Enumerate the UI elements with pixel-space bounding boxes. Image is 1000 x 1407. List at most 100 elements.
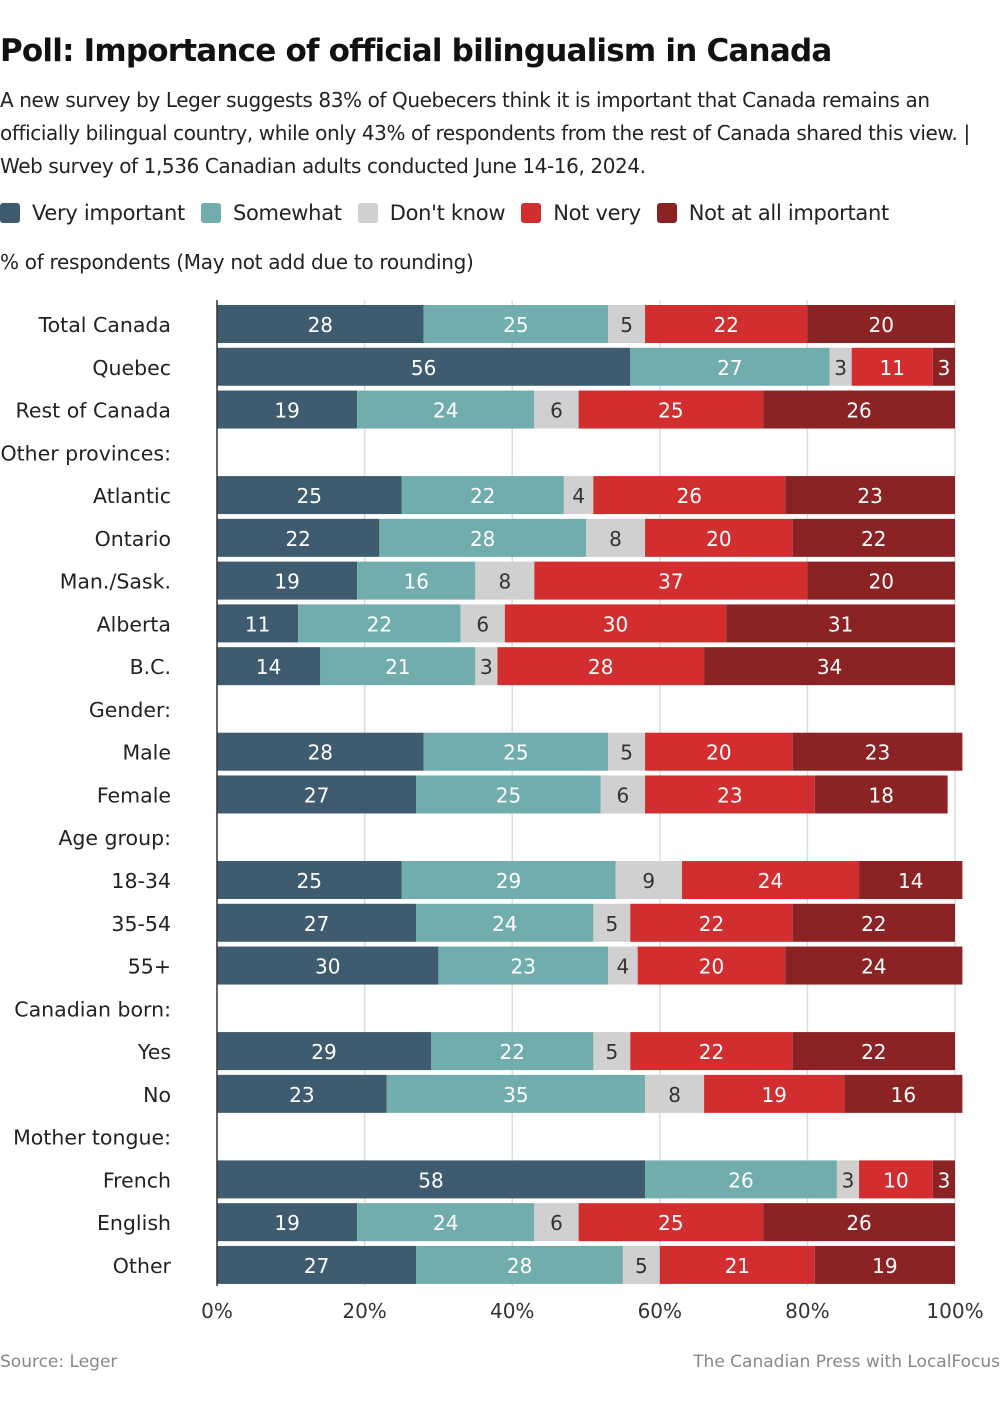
bar-segment <box>704 1074 845 1113</box>
data-label: 24 <box>492 912 517 936</box>
x-tick-label: 60% <box>638 1299 682 1323</box>
bar-segment <box>217 347 631 386</box>
data-label: 28 <box>507 1254 532 1278</box>
category-label: Yes <box>137 1040 171 1064</box>
bar-segment <box>630 347 830 386</box>
data-label: 21 <box>725 1254 750 1278</box>
data-label: 14 <box>256 655 281 679</box>
data-label: 5 <box>605 912 618 936</box>
data-label: 25 <box>503 741 528 765</box>
bar-segment <box>763 1203 955 1242</box>
data-label: 22 <box>499 1040 524 1064</box>
data-label: 24 <box>861 955 886 979</box>
data-label: 25 <box>496 783 521 807</box>
data-label: 6 <box>617 783 630 807</box>
bar-segment <box>217 1245 417 1284</box>
bar-segment <box>645 775 815 814</box>
bar-segment <box>600 775 646 814</box>
bar-segment <box>622 1245 660 1284</box>
legend-item: Don't know <box>357 201 506 225</box>
bar-segment <box>608 305 646 343</box>
legend-label: Not very <box>553 201 641 225</box>
data-label: 3 <box>938 1168 951 1192</box>
bar-segment <box>217 861 402 900</box>
bar-segment <box>504 604 727 643</box>
legend-swatch <box>656 203 677 223</box>
bar-segment <box>534 561 808 600</box>
bar-segment <box>645 1074 705 1113</box>
category-label: Alberta <box>97 612 171 636</box>
bar-segment <box>637 946 786 985</box>
data-label: 22 <box>861 527 886 551</box>
x-tick-label: 20% <box>342 1299 386 1323</box>
data-label: 25 <box>658 399 683 423</box>
bar-segment <box>792 518 955 557</box>
bar-segment <box>593 1032 631 1071</box>
bar-segment <box>423 305 609 343</box>
bar-segment <box>217 903 417 942</box>
legend-swatch <box>521 203 542 223</box>
data-label: 35 <box>503 1083 528 1107</box>
bar-segment <box>932 1160 955 1199</box>
bar-segment <box>593 903 631 942</box>
legend-swatch <box>357 203 378 223</box>
category-label: French <box>103 1168 171 1192</box>
data-label: 4 <box>572 484 585 508</box>
category-label: Rest of Canada <box>16 399 171 423</box>
bar-segment <box>217 1203 358 1242</box>
data-label: 22 <box>470 484 495 508</box>
data-label: 3 <box>938 356 951 380</box>
bar-segment <box>630 903 793 942</box>
bar-segment <box>615 861 682 900</box>
data-label: 3 <box>834 356 847 380</box>
credit-note: The Canadian Press with LocalFocus <box>693 1352 1000 1372</box>
data-label: 25 <box>297 484 322 508</box>
data-label: 25 <box>297 869 322 893</box>
data-label: 21 <box>385 655 410 679</box>
bar-segment <box>851 347 933 386</box>
category-label: 18-34 <box>111 869 171 893</box>
chart-title: Poll: Importance of official bilingualis… <box>0 33 832 69</box>
bar-segment <box>438 946 609 985</box>
bar-segment <box>586 518 646 557</box>
category-label: 55+ <box>128 955 171 979</box>
data-label: 22 <box>285 527 310 551</box>
data-label: 28 <box>470 527 495 551</box>
x-tick-label: 100% <box>926 1299 983 1323</box>
data-label: 56 <box>411 356 436 380</box>
bar-segment <box>416 903 594 942</box>
bar-segment <box>645 732 793 771</box>
legend-label: Very important <box>32 201 185 225</box>
data-label: 24 <box>433 399 458 423</box>
bar-segment <box>217 1160 646 1199</box>
data-label: 10 <box>883 1168 908 1192</box>
bar-segment <box>859 1160 933 1199</box>
bar-segment <box>534 1203 579 1242</box>
data-label: 20 <box>706 741 731 765</box>
data-label: 16 <box>891 1083 916 1107</box>
group-header-label: Gender: <box>89 698 171 722</box>
data-label: 24 <box>758 869 783 893</box>
data-label: 18 <box>868 783 893 807</box>
bar-segment <box>217 604 299 643</box>
bar-segment <box>792 732 963 771</box>
bar-segment <box>217 732 424 771</box>
data-label: 5 <box>605 1040 618 1064</box>
bar-segment <box>379 518 586 557</box>
data-label: 26 <box>846 399 871 423</box>
category-label: Other <box>113 1254 172 1278</box>
category-label: Atlantic <box>93 484 171 508</box>
bar-segment <box>814 775 948 814</box>
legend-swatch <box>0 203 20 223</box>
legend-item: Not at all important <box>656 201 889 225</box>
bar-segment <box>217 1032 432 1071</box>
data-label: 30 <box>315 955 340 979</box>
data-label: 8 <box>498 570 511 594</box>
data-label: 27 <box>304 912 329 936</box>
data-label: 34 <box>817 655 842 679</box>
bar-segment <box>659 1245 815 1284</box>
bar-segment <box>645 305 808 343</box>
data-label: 3 <box>842 1168 855 1192</box>
